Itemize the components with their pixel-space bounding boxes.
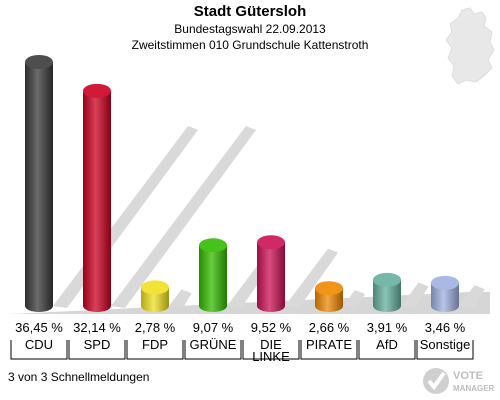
chart-floor (10, 292, 490, 314)
bar-shadow-pirate (343, 289, 366, 308)
bar-shadow-fdp (169, 289, 192, 308)
category-label-die-linke: DIE (260, 337, 282, 352)
category-bracket-gruene (184, 340, 242, 360)
bar-spd (83, 83, 111, 312)
bar-shadow-cdu (53, 126, 198, 308)
category-label-gruene: GRÜNE (190, 337, 237, 352)
category-label-pirate: PIRATE (306, 337, 352, 352)
value-label-gruene: 9,07 % (193, 320, 234, 335)
bar-shadow-afd (401, 282, 429, 308)
bar-die-linke (257, 235, 285, 312)
chart-subtitle-election: Bundestagswahl 22.09.2013 (174, 22, 326, 36)
bar-shadow-die-linke (285, 248, 339, 308)
category-bracket-die-linke (242, 340, 300, 360)
chart-title: Stadt Gütersloh (193, 3, 307, 20)
vote-manager-logo: VOTE MANAGER (423, 368, 495, 394)
bar-sonstige (431, 275, 459, 312)
bar-cdu (25, 55, 53, 312)
bar-fdp (141, 280, 169, 312)
category-label-fdp: FDP (142, 337, 168, 352)
value-label-cdu: 36,45 % (15, 320, 63, 335)
category-label-die-linke: LINKE (252, 349, 290, 364)
category-bracket-cdu (10, 340, 68, 360)
category-bracket-spd (68, 340, 126, 360)
category-brackets (10, 340, 474, 360)
svg-text:VOTE: VOTE (453, 370, 483, 382)
category-bracket-afd (358, 340, 416, 360)
category-bracket-pirate (300, 340, 358, 360)
category-label-afd: AfD (376, 337, 398, 352)
bar-afd (373, 272, 401, 312)
category-bracket-fdp (126, 340, 184, 360)
category-label-sonstige: Sonstige (420, 337, 471, 352)
bar-shadow-spd (111, 126, 256, 308)
chart-subtitle-district: Zweitstimmen 010 Grundschule Kattenstrot… (131, 38, 369, 52)
bars (25, 55, 459, 312)
bar-gruene (199, 238, 227, 312)
report-status: 3 von 3 Schnellmeldungen (8, 370, 150, 384)
category-label-spd: SPD (84, 337, 111, 352)
bar-shadow-sonstige (459, 285, 485, 308)
value-label-sonstige: 3,46 % (425, 320, 466, 335)
value-labels: 36,45 % 32,14 % 2,78 % 9,07 % 9,52 % 2,66 % 3,… (15, 320, 466, 335)
value-label-fdp: 2,78 % (135, 320, 176, 335)
value-label-spd: 32,14 % (73, 320, 121, 335)
bar-pirate (315, 281, 343, 312)
category-bracket-sonstige (416, 340, 474, 360)
value-label-pirate: 2,66 % (309, 320, 350, 335)
germany-map-icon (445, 7, 495, 85)
value-label-afd: 3,91 % (367, 320, 408, 335)
category-label-cdu: CDU (25, 337, 53, 352)
value-label-die-linke: 9,52 % (251, 320, 292, 335)
svg-text:MANAGER: MANAGER (453, 384, 495, 393)
